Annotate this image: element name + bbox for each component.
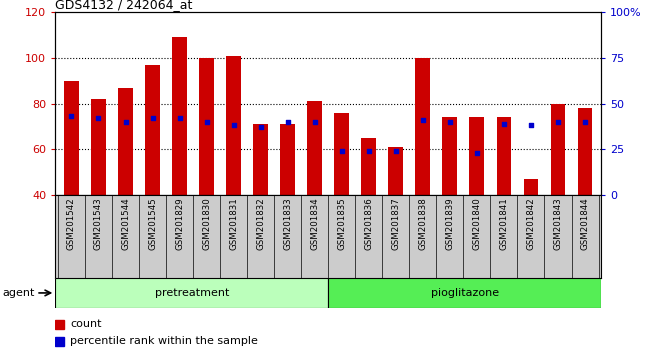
Bar bbox=[91, 99, 106, 195]
Bar bbox=[145, 65, 160, 195]
Bar bbox=[307, 101, 322, 195]
Point bbox=[120, 119, 131, 125]
Text: GSM201833: GSM201833 bbox=[283, 197, 292, 250]
Point bbox=[174, 115, 185, 121]
Bar bbox=[226, 56, 241, 195]
Bar bbox=[415, 58, 430, 195]
Point bbox=[499, 121, 509, 126]
Text: GSM201838: GSM201838 bbox=[419, 197, 427, 250]
Text: GSM201843: GSM201843 bbox=[554, 197, 562, 250]
Point bbox=[309, 119, 320, 125]
Point bbox=[148, 115, 158, 121]
Point bbox=[202, 119, 212, 125]
Bar bbox=[469, 117, 484, 195]
Bar bbox=[55, 278, 328, 308]
Text: GSM201831: GSM201831 bbox=[229, 197, 238, 250]
Text: GSM201842: GSM201842 bbox=[526, 197, 536, 250]
Text: GDS4132 / 242064_at: GDS4132 / 242064_at bbox=[55, 0, 192, 11]
Text: GSM201544: GSM201544 bbox=[121, 197, 130, 250]
Point bbox=[445, 119, 455, 125]
Bar bbox=[497, 117, 512, 195]
Bar bbox=[172, 38, 187, 195]
Point bbox=[66, 114, 77, 119]
Bar bbox=[64, 81, 79, 195]
Point bbox=[526, 122, 536, 128]
Bar bbox=[523, 179, 538, 195]
Text: GSM201834: GSM201834 bbox=[310, 197, 319, 250]
Text: GSM201829: GSM201829 bbox=[175, 197, 184, 250]
Point bbox=[580, 119, 590, 125]
Point bbox=[255, 124, 266, 130]
Point bbox=[94, 115, 104, 121]
Bar bbox=[334, 113, 349, 195]
Point bbox=[337, 148, 347, 154]
Point bbox=[228, 122, 239, 128]
Text: percentile rank within the sample: percentile rank within the sample bbox=[70, 336, 258, 346]
Point bbox=[283, 119, 293, 125]
Bar bbox=[199, 58, 214, 195]
Text: agent: agent bbox=[2, 288, 34, 298]
Bar bbox=[361, 138, 376, 195]
Text: GSM201840: GSM201840 bbox=[473, 197, 482, 250]
Bar bbox=[118, 87, 133, 195]
Text: GSM201545: GSM201545 bbox=[148, 197, 157, 250]
Bar bbox=[443, 117, 458, 195]
Bar bbox=[578, 108, 592, 195]
Text: GSM201844: GSM201844 bbox=[580, 197, 590, 250]
Text: GSM201837: GSM201837 bbox=[391, 197, 400, 250]
Text: GSM201832: GSM201832 bbox=[256, 197, 265, 250]
Point bbox=[472, 150, 482, 156]
Bar bbox=[551, 103, 566, 195]
Text: count: count bbox=[70, 319, 101, 329]
Bar bbox=[55, 320, 64, 329]
Bar bbox=[389, 147, 403, 195]
Text: pioglitazone: pioglitazone bbox=[431, 288, 499, 298]
Point bbox=[391, 148, 401, 154]
Text: pretreatment: pretreatment bbox=[155, 288, 229, 298]
Text: GSM201841: GSM201841 bbox=[499, 197, 508, 250]
Text: GSM201543: GSM201543 bbox=[94, 197, 103, 250]
Text: GSM201542: GSM201542 bbox=[67, 197, 76, 250]
Text: GSM201836: GSM201836 bbox=[364, 197, 373, 250]
Bar bbox=[328, 278, 601, 308]
Text: GSM201830: GSM201830 bbox=[202, 197, 211, 250]
Bar bbox=[55, 337, 64, 346]
Text: GSM201835: GSM201835 bbox=[337, 197, 346, 250]
Text: GSM201839: GSM201839 bbox=[445, 197, 454, 250]
Bar bbox=[280, 124, 295, 195]
Bar bbox=[254, 124, 268, 195]
Point bbox=[552, 119, 563, 125]
Point bbox=[363, 148, 374, 154]
Point bbox=[418, 117, 428, 123]
